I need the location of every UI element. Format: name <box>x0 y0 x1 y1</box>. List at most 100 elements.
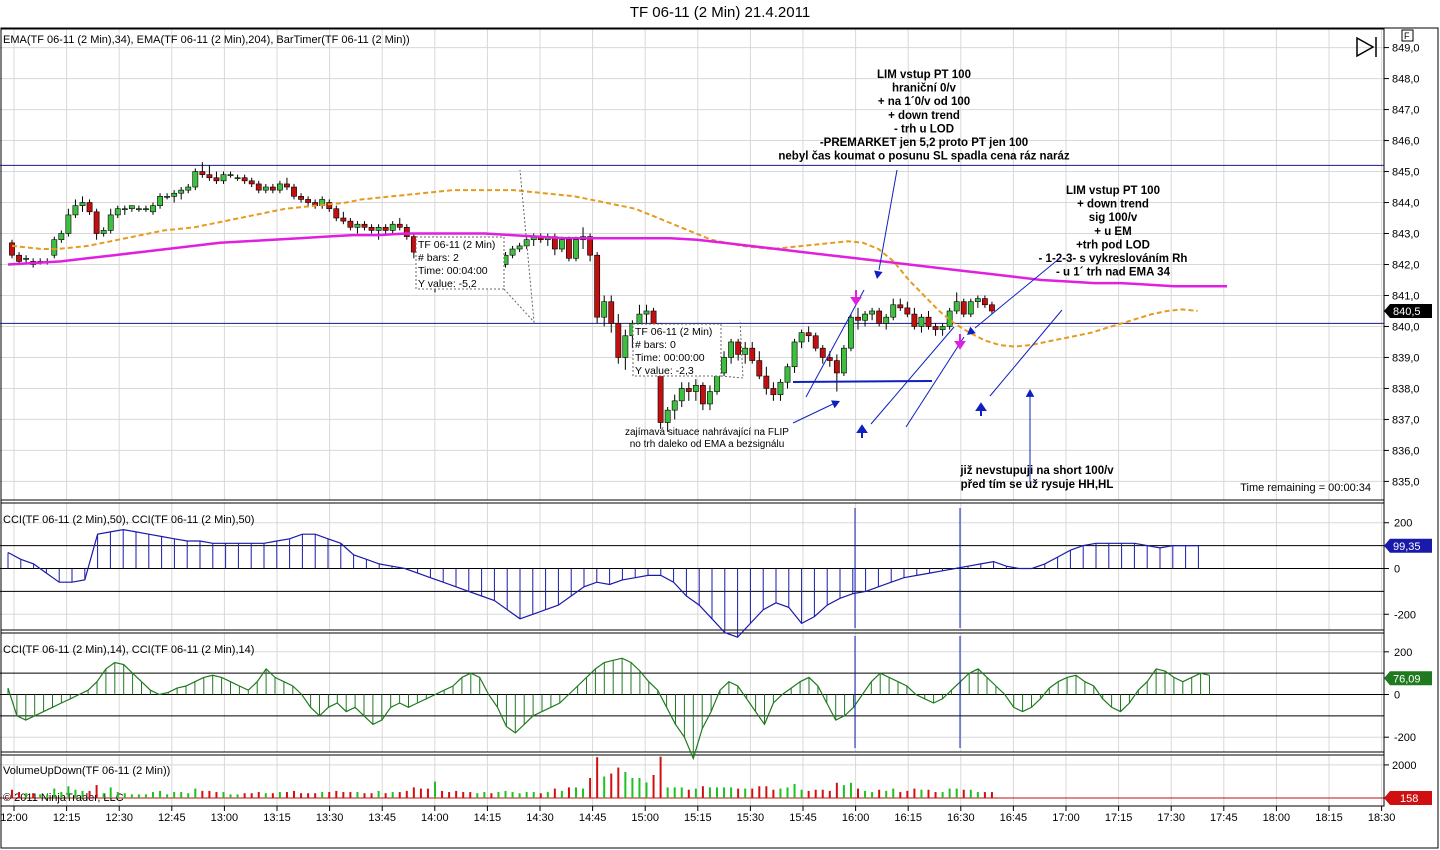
x-tick-label: 16:45 <box>1000 812 1028 824</box>
last-price-tag <box>1384 303 1432 318</box>
y-tick-label: -200 <box>1394 609 1416 621</box>
candle-body <box>699 385 706 405</box>
candle-body <box>974 298 981 302</box>
annotation-line: před tím se už rysuje HH,HL <box>961 479 1114 491</box>
volume-value: 158 <box>1400 793 1418 805</box>
annotation-line: LIM vstup PT 100 <box>877 69 971 81</box>
cci14-value: 76,09 <box>1393 673 1421 685</box>
x-tick-label: 12:15 <box>53 812 81 824</box>
x-tick-label: 15:15 <box>684 812 712 824</box>
candle-body <box>777 381 784 395</box>
x-tick-label: 16:15 <box>894 812 922 824</box>
chart-frame <box>0 27 1439 849</box>
candle-body <box>967 301 974 315</box>
time-remaining-label: Time remaining = 00:00:34 <box>1240 482 1371 494</box>
x-tick-label: 17:15 <box>1105 812 1133 824</box>
annotation-line: - u 1´ trh nad EMA 34 <box>1056 267 1171 279</box>
candle-body <box>615 323 622 358</box>
y-tick-label: -200 <box>1394 732 1416 744</box>
play-icon[interactable] <box>1356 36 1377 58</box>
candle-body <box>368 227 375 231</box>
y-tick-label: 841,0 <box>1392 290 1420 302</box>
info-box-line: Time: 00:00:00 <box>635 352 705 364</box>
x-tick-label: 18:15 <box>1315 812 1343 824</box>
cci50-value-tag <box>1384 538 1432 553</box>
annotation-no-short: již nevstupuji na short 100/v před tím se… <box>959 465 1114 491</box>
info-box-line: # bars: 0 <box>635 339 676 351</box>
y-tick-label: 836,0 <box>1392 445 1420 457</box>
candle-body <box>248 180 255 185</box>
candle-body <box>770 388 777 395</box>
annotation-line: nebyl čas koumat o posunu SL spadla cena… <box>778 151 1069 163</box>
annotation-line: LIM vstup PT 100 <box>1066 185 1160 197</box>
x-tick-label: 12:30 <box>105 812 133 824</box>
y-tick-label: 843,0 <box>1392 229 1420 241</box>
arrow-head <box>967 326 976 335</box>
candle-body <box>403 227 410 237</box>
candle-body <box>904 307 911 315</box>
candle-body <box>396 223 403 228</box>
annotation-line: již nevstupuji na short 100/v <box>959 465 1114 477</box>
info-box-line: Y value: -2,3 <box>635 365 694 377</box>
x-tick-label: 15:45 <box>789 812 817 824</box>
candle-body <box>340 217 347 222</box>
candle-body <box>833 360 840 374</box>
y-tick-label: 842,0 <box>1392 260 1420 272</box>
annotation-line: + down trend <box>1077 199 1149 211</box>
annotation-layer: Time remaining = 00:00:34 TF 06-11 (2 Min… <box>415 69 1371 748</box>
trend-line <box>989 309 1063 397</box>
candle-body <box>763 375 770 389</box>
volume-value-tag <box>1384 791 1432 805</box>
candle-body <box>234 177 241 180</box>
grid-layer <box>0 29 1384 806</box>
candle-body <box>939 326 946 330</box>
x-tick-label: 13:00 <box>211 812 239 824</box>
x-tick-label: 12:45 <box>158 812 186 824</box>
candle-body <box>558 239 565 250</box>
candle-body <box>516 245 523 250</box>
candle-body <box>269 186 276 191</box>
candle-body <box>643 310 650 315</box>
annotation-line: + u EM <box>1094 226 1131 238</box>
candle-body <box>164 196 170 198</box>
candle-body <box>509 248 516 256</box>
candle-body <box>791 341 798 368</box>
x-tick-label: 15:30 <box>737 812 765 824</box>
candle-body <box>848 316 854 349</box>
y-tick-label: 0 <box>1394 564 1400 576</box>
volume-panel-label: VolumeUpDown(TF 06-11 (2 Min)) <box>3 765 170 777</box>
candle-body <box>333 208 340 219</box>
f-button[interactable] <box>1401 29 1414 42</box>
ema204-line <box>7 232 1227 288</box>
candle-body <box>897 304 904 309</box>
candle-body <box>347 220 354 228</box>
x-tick-label: 14:30 <box>526 812 554 824</box>
info-box-frame <box>415 236 505 290</box>
candle-body <box>128 205 135 210</box>
candle-body <box>389 223 396 231</box>
x-tick-label: 18:00 <box>1263 812 1291 824</box>
candle-body <box>9 242 15 256</box>
candle-body <box>622 335 629 358</box>
info-box-frame <box>632 323 722 377</box>
candle-body <box>869 310 875 315</box>
signal-down-arrow <box>954 334 966 350</box>
candle-body <box>171 192 178 197</box>
candle-body <box>213 177 220 182</box>
candle-body <box>883 316 890 324</box>
y-tick-label: 0 <box>1394 690 1400 702</box>
candle-body <box>685 388 692 392</box>
copyright-label: © 2011 NinjaTrader, LLC <box>3 792 124 804</box>
y-tick-label: 200 <box>1394 647 1412 659</box>
candle-body <box>925 316 932 327</box>
x-tick-label: 17:30 <box>1157 812 1185 824</box>
arrow-line <box>974 257 1061 329</box>
candle-body <box>601 301 608 318</box>
arrow-head <box>874 270 883 279</box>
x-tick-label: 16:00 <box>842 812 870 824</box>
